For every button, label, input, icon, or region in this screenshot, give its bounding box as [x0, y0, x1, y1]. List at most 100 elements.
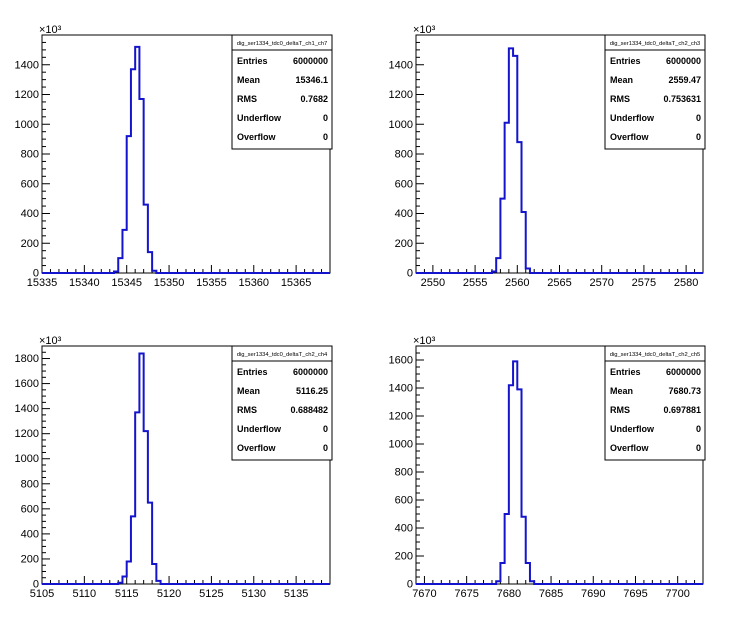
stats-value: 0.688482: [290, 405, 328, 415]
stats-label: Underflow: [610, 424, 655, 434]
x-tick-label: 5115: [115, 588, 139, 600]
x-tick-label: 7680: [497, 588, 521, 600]
stats-box: dig_ser1334_tdc0_deltaT_ch2_ch4 Entries 60…: [231, 345, 333, 461]
x-tick-label: 7695: [623, 588, 647, 600]
y-tick-label: 1000: [15, 119, 39, 131]
stats-value: 7680.73: [668, 386, 701, 396]
histogram-bin: [139, 99, 143, 273]
histogram-bin: [517, 389, 521, 584]
histogram-line: [42, 45, 330, 274]
histogram-bin: [526, 269, 530, 273]
x-tick-label: 5125: [199, 588, 223, 600]
histogram-bin: [522, 517, 526, 584]
y-tick-label: 1400: [389, 59, 413, 71]
histogram-bin: [152, 564, 156, 584]
x-tick-label: 5110: [73, 588, 97, 600]
stats-box: dig_ser1334_tdc0_deltaT_ch2_ch3 Entries 60…: [604, 34, 706, 150]
stats-label: Underflow: [237, 424, 282, 434]
x-tick-label: 7690: [581, 588, 605, 600]
stats-label: Overflow: [237, 443, 277, 453]
histogram-bin: [505, 514, 509, 584]
histogram-bin: [522, 212, 526, 273]
stats-label: RMS: [237, 405, 257, 415]
stats-value: 0: [323, 443, 328, 453]
y-tick-label: 800: [395, 149, 413, 161]
stats-box-frame: [604, 34, 706, 150]
histogram-bin: [156, 581, 160, 584]
histogram-bin: [144, 205, 148, 273]
y-tick-label: 1800: [15, 353, 39, 365]
histogram-bin: [118, 258, 122, 273]
histogram-bin: [496, 581, 500, 584]
y-tick-label: 600: [21, 178, 39, 190]
stats-title: dig_ser1334_tdc0_deltaT_ch2_ch4: [237, 352, 328, 358]
y-tick-label: 400: [21, 208, 39, 220]
stats-label: Mean: [610, 75, 633, 85]
x-tick-label: 15340: [69, 277, 100, 289]
histogram-bin: [135, 47, 139, 273]
y-tick-label: 400: [395, 208, 413, 220]
histogram-line: [416, 47, 703, 274]
stats-label: Entries: [610, 367, 641, 377]
stats-label: Underflow: [237, 113, 282, 123]
stats-value: 6000000: [293, 56, 328, 66]
stats-label: Overflow: [610, 443, 650, 453]
histogram-bin: [509, 385, 513, 584]
y-tick-label: 800: [21, 149, 39, 161]
histogram-pad-2: 0 200 400 600 800 1000 1200 1400 ×10³ 2550 2555 256…: [389, 24, 706, 289]
histogram-bin: [517, 142, 521, 273]
histogram-pad-4: 0 200 400 600 800 1000 1200 1400 1600×10³ 7670 767…: [389, 335, 706, 600]
histogram-bin: [513, 361, 517, 584]
stats-label: Overflow: [237, 132, 277, 142]
y-tick-label: 1600: [15, 378, 39, 390]
x-tick-label: 7685: [539, 588, 563, 600]
stats-value: 6000000: [293, 367, 328, 377]
stats-value: 0: [696, 132, 701, 142]
y-tick-label: 600: [395, 495, 413, 507]
x-tick-label: 15355: [196, 277, 227, 289]
x-tick-label: 15360: [238, 277, 269, 289]
histogram-bin: [131, 516, 135, 584]
y-tick-label: 1200: [15, 428, 39, 440]
stats-label: RMS: [610, 405, 630, 415]
stats-value: 0.7682: [300, 94, 328, 104]
stats-box-frame: [231, 34, 333, 150]
histogram-bin: [148, 252, 152, 273]
x-tick-label: 2560: [505, 277, 529, 289]
x-tick-label: 7670: [412, 588, 436, 600]
x-tick-label: 15350: [154, 277, 185, 289]
stats-value: 0.697881: [663, 405, 701, 415]
x-tick-label: 15345: [111, 277, 142, 289]
y-tick-label: 1200: [389, 411, 413, 423]
y-tick-label: 200: [21, 553, 39, 565]
histogram-pad-3: 0 200 400 600 800 1000 1200 1400 1600 1800×10³ 510…: [15, 335, 333, 600]
stats-label: Overflow: [610, 132, 650, 142]
y-tick-label: 800: [395, 467, 413, 479]
y-tick-label: 400: [21, 528, 39, 540]
x-tick-label: 15335: [27, 277, 58, 289]
x-tick-label: 5120: [157, 588, 181, 600]
histogram-bin: [135, 412, 139, 584]
stats-value: 6000000: [666, 367, 701, 377]
stats-box-frame: [231, 345, 333, 461]
x-tick-label: 2570: [589, 277, 613, 289]
stats-value: 0: [696, 113, 701, 123]
y-tick-label: 1000: [15, 453, 39, 465]
stats-value: 6000000: [666, 56, 701, 66]
histogram-bin: [131, 69, 135, 273]
stats-label: Underflow: [610, 113, 655, 123]
y-tick-label: 0: [407, 579, 413, 591]
histogram-bin: [513, 56, 517, 273]
stats-value: 0.753631: [663, 94, 701, 104]
x-tick-label: 2580: [674, 277, 698, 289]
stats-label: Entries: [237, 367, 268, 377]
x-tick-label: 2565: [547, 277, 571, 289]
histogram-pad-1: 0 200 400 600 800 1000 1200 1400 ×10³ 15335 15340 1…: [15, 24, 333, 289]
stats-value: 0: [696, 424, 701, 434]
stats-title: dig_ser1334_tdc0_deltaT_ch1_ch7: [237, 41, 328, 47]
histogram-bin: [122, 230, 126, 273]
stats-value: 5116.25: [296, 386, 328, 396]
y-tick-label: 0: [407, 268, 413, 280]
y-tick-label: 1400: [15, 403, 39, 415]
